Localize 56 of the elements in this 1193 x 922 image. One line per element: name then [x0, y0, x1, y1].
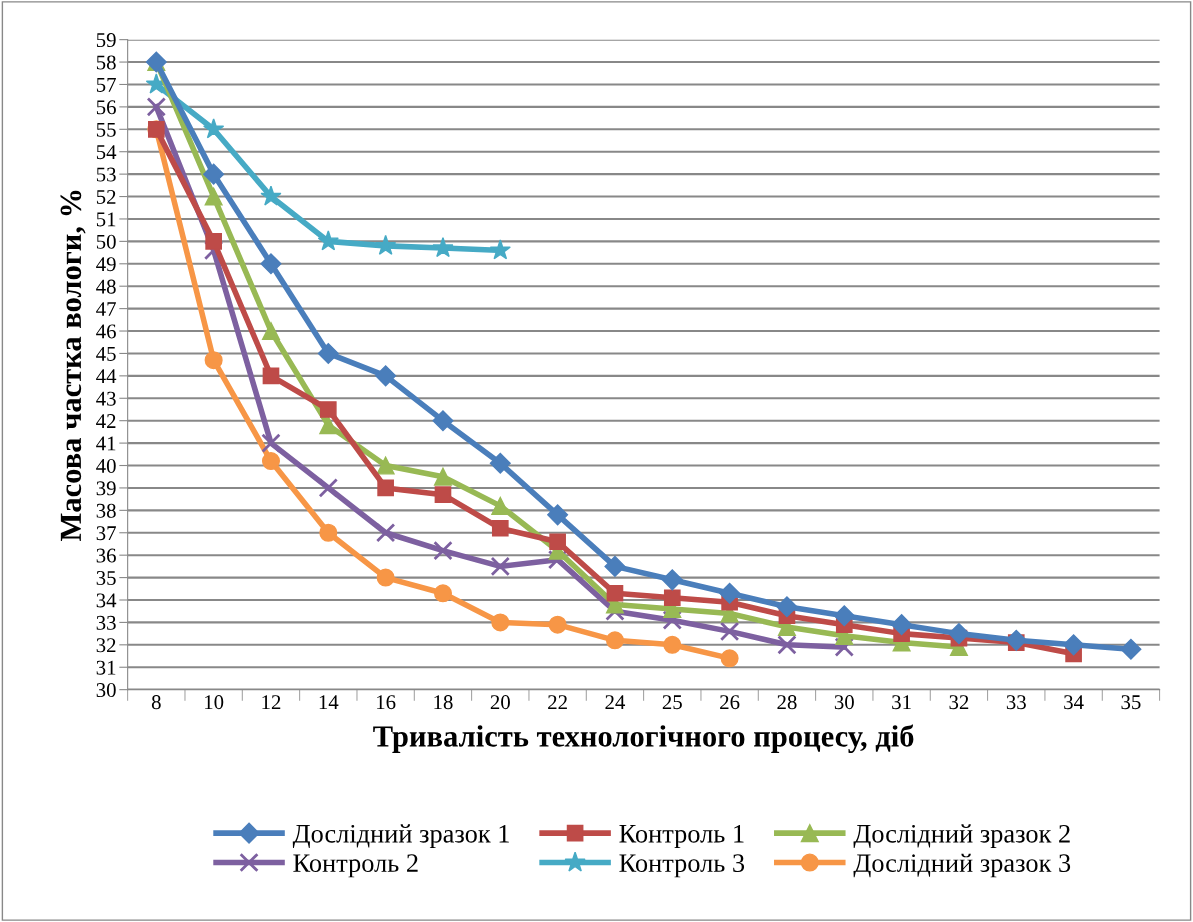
x-tick-label: 30 [834, 695, 854, 710]
y-tick-label: 30 [96, 683, 116, 698]
y-tick-label: 45 [96, 346, 116, 361]
y-tick-label: 33 [96, 615, 116, 630]
legend-label: Дослідний зразок 2 [853, 824, 1070, 848]
legend-label: Контроль 3 [619, 854, 745, 878]
y-tick-label: 38 [96, 503, 116, 518]
legend-label: Дослідний зразок 1 [292, 824, 509, 848]
y-tick-label: 58 [96, 55, 116, 70]
y-tick-label: 54 [96, 145, 117, 160]
y-tick-label: 35 [96, 571, 116, 586]
y-tick-label: 52 [96, 189, 116, 204]
y-tick-label: 56 [96, 100, 116, 115]
legend-label: Контроль 1 [619, 824, 744, 848]
y-tick-label: 44 [96, 369, 117, 384]
y-tick-label: 43 [96, 391, 116, 406]
x-axis-title: Тривалість технологічного процесу, діб [373, 724, 914, 753]
y-tick-label: 32 [96, 638, 116, 653]
x-tick-label: 32 [949, 695, 969, 710]
x-tick-label: 20 [490, 695, 510, 710]
y-axis-title: Масова частка вологи, % [60, 190, 86, 541]
y-tick-label: 57 [96, 78, 116, 92]
y-tick-label: 39 [96, 481, 116, 496]
legend-label: Дослідний зразок 3 [853, 853, 1071, 878]
y-tick-label: 42 [96, 414, 116, 428]
x-tick-label: 35 [1121, 695, 1141, 710]
y-tick-label: 55 [96, 122, 116, 137]
x-tick-label: 28 [777, 695, 797, 710]
y-tick-label: 48 [96, 279, 116, 294]
y-tick-label: 47 [96, 302, 116, 316]
x-tick-label: 12 [262, 695, 281, 709]
x-tick-label: 18 [434, 695, 453, 710]
x-tick-label: 10 [205, 695, 224, 710]
x-tick-label: 14 [319, 695, 339, 709]
y-tick-label: 31 [96, 660, 116, 675]
x-tick-label: 33 [1006, 695, 1026, 710]
y-tick-label: 59 [96, 33, 116, 48]
x-tick-label: 31 [892, 695, 911, 710]
x-tick-label: 25 [662, 695, 682, 710]
y-tick-label: 53 [96, 167, 116, 182]
y-tick-label: 36 [96, 548, 116, 563]
y-tick-label: 40 [96, 458, 116, 473]
y-tick-label: 41 [96, 436, 116, 451]
y-tick-label: 49 [96, 257, 116, 272]
legend-label: Контроль 2 [293, 854, 418, 878]
x-tick-label: 24 [605, 695, 626, 709]
x-tick-label: 34 [1064, 695, 1084, 710]
y-tick-label: 34 [96, 593, 117, 608]
y-tick-label: 50 [96, 234, 116, 249]
x-tick-label: 22 [548, 695, 567, 709]
x-tick-label: 8 [151, 695, 161, 710]
y-tick-label: 51 [96, 212, 116, 227]
y-tick-label: 37 [96, 526, 116, 541]
x-tick-label: 26 [720, 695, 740, 710]
x-tick-label: 16 [377, 695, 396, 710]
y-tick-label: 46 [96, 324, 116, 339]
